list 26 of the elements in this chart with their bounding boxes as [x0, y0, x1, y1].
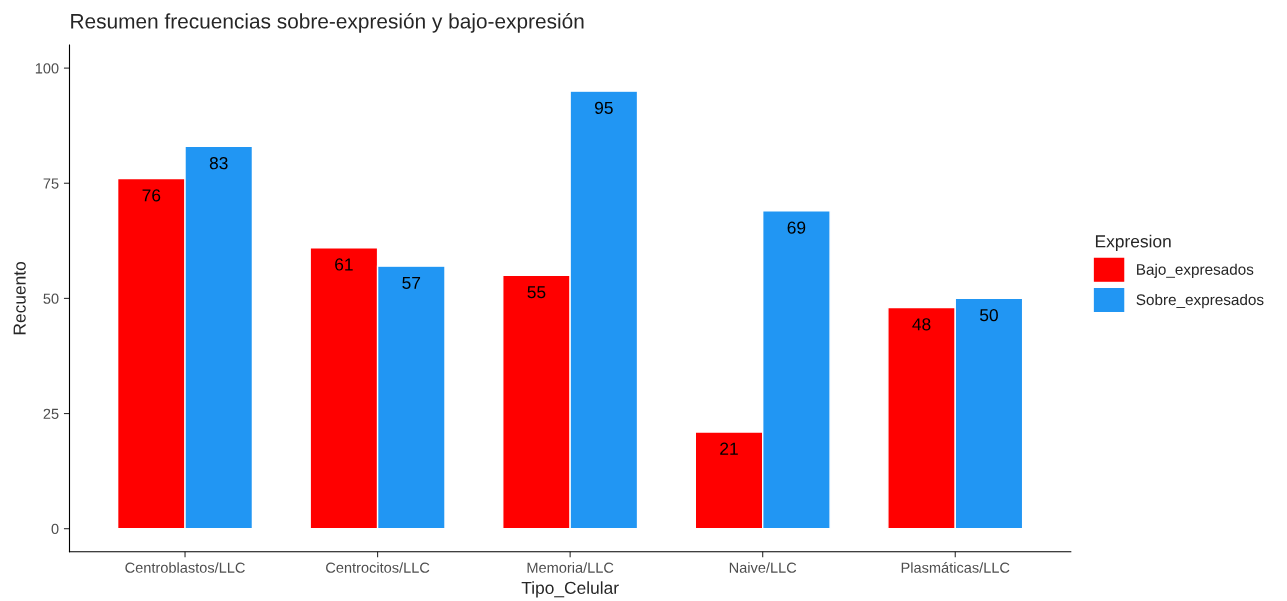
legend-label: Sobre_expresados: [1136, 293, 1264, 309]
x-axis-title: Tipo_Celular: [521, 581, 619, 598]
data-label: 57: [402, 276, 421, 290]
data-label: 83: [209, 156, 228, 170]
y-tick-label: 25: [43, 408, 59, 419]
x-tick-label: Centroblastos/LLC: [125, 562, 245, 573]
legend-title: Expresion: [1095, 234, 1171, 251]
y-tick-label: 75: [43, 178, 59, 189]
data-label: 21: [720, 442, 738, 455]
data-label: 76: [142, 189, 161, 202]
x-tick-label: Plasmáticas/LLC: [901, 561, 1010, 573]
y-axis-title: Recuento: [13, 261, 26, 335]
data-label: 95: [595, 101, 613, 115]
x-tick-label: Centrocitos/LLC: [326, 562, 430, 573]
y-tick-label: 100: [35, 63, 59, 74]
data-label: 55: [527, 286, 546, 299]
data-label: 48: [912, 318, 931, 331]
legend-label: Bajo_expresados: [1137, 263, 1254, 278]
x-tick-label: Memoria/LLC: [527, 562, 614, 573]
x-tick-label: Naive/LLC: [729, 562, 797, 573]
y-tick-label: 0: [51, 523, 59, 535]
data-label: 69: [787, 221, 806, 234]
chart-title: Resumen frecuencias sobre-expresión y bajo-expresión: [71, 13, 584, 33]
data-label: 50: [979, 308, 998, 322]
y-tick-label: 50: [43, 293, 59, 304]
data-label: 61: [335, 258, 353, 271]
